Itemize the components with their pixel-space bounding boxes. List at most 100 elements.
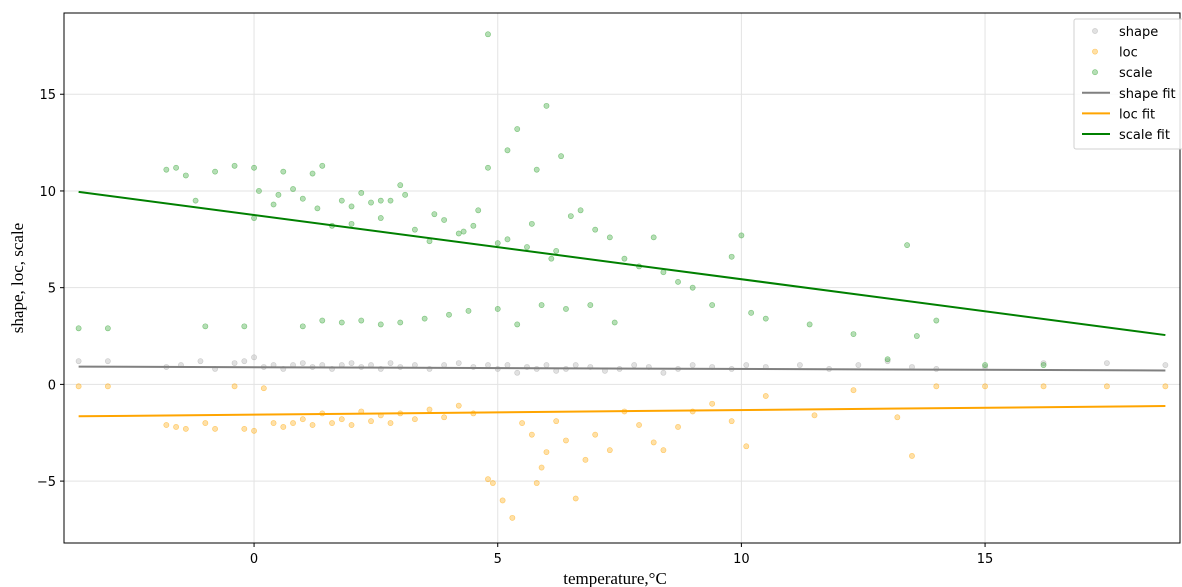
shape-point (855, 362, 862, 368)
scale-point (338, 319, 345, 326)
scale-point (1040, 362, 1047, 368)
scale-point (299, 323, 306, 330)
loc-point (329, 420, 335, 426)
scale-point (192, 197, 199, 204)
loc-point (309, 422, 316, 428)
scale-point (104, 325, 111, 332)
loc-point (411, 416, 418, 423)
scale-fit-line (78, 190, 1166, 337)
scale-point (504, 236, 511, 243)
y-tick-label: 5 (48, 282, 56, 297)
loc-point (675, 424, 681, 430)
scale-point (884, 356, 891, 363)
shape-point (441, 362, 448, 368)
legend-label: shape (1119, 25, 1158, 40)
x-tick-label: 15 (977, 552, 994, 567)
plot-marks (75, 31, 1169, 521)
scale-point (387, 197, 394, 204)
loc-point (533, 480, 540, 486)
scale-point (397, 182, 404, 189)
scale-point (163, 166, 170, 173)
loc-point (850, 387, 857, 394)
scale-point (850, 331, 857, 337)
loc-point (650, 439, 657, 446)
loc-point (163, 422, 170, 428)
loc-point (543, 449, 550, 455)
scale-point (348, 220, 355, 227)
loc-point (933, 383, 940, 390)
loc-point (270, 420, 277, 426)
shape-point (75, 358, 82, 365)
legend-box (1073, 18, 1182, 150)
loc-point (290, 420, 296, 426)
y-tick-label: −5 (37, 475, 56, 490)
scale-point (465, 307, 472, 314)
scale-point (309, 170, 316, 177)
loc-point (709, 400, 716, 407)
scale-point (577, 207, 584, 214)
loc-point (455, 402, 462, 409)
scale-point (348, 203, 355, 210)
loc-point (636, 422, 642, 428)
scale-point (241, 323, 248, 330)
scale-point (748, 309, 755, 316)
scale-point (231, 162, 238, 169)
scale-point (606, 234, 613, 241)
loc-point (1103, 383, 1110, 390)
scale-point (402, 191, 409, 198)
loc-point (441, 414, 448, 421)
scale-point (558, 153, 564, 160)
loc-point (606, 447, 613, 454)
shape-point (631, 362, 638, 368)
legend-label: shape fit (1119, 87, 1176, 102)
scale-point (533, 166, 540, 173)
scale-point (538, 302, 545, 308)
loc-point (489, 480, 496, 486)
scale-point (650, 234, 657, 241)
loc-point (231, 383, 238, 390)
scale-point (319, 162, 326, 169)
shape-point (504, 362, 511, 368)
scale-point (494, 240, 501, 247)
scale-point (567, 213, 574, 220)
shape-point (689, 362, 696, 368)
scale-point (514, 321, 521, 328)
scale-point (299, 195, 306, 202)
loc-point (280, 424, 287, 430)
scale-point (411, 226, 418, 233)
shape-point (543, 362, 550, 368)
loc-point (387, 420, 394, 426)
loc-point (348, 422, 355, 428)
scale-point (528, 220, 535, 227)
loc-point (260, 385, 267, 392)
scale-point (256, 188, 262, 194)
scale-point (933, 317, 940, 324)
legend-label: loc (1119, 46, 1138, 61)
grid (64, 13, 1180, 543)
loc-point (528, 431, 535, 438)
shape-point (660, 369, 667, 376)
scale-point (338, 197, 345, 204)
scale-point (75, 325, 82, 332)
scale-point (475, 207, 482, 214)
y-tick-label: 0 (48, 378, 56, 393)
loc-point (485, 476, 491, 483)
loc-point (509, 514, 516, 521)
scale-point (904, 242, 910, 249)
y-axis-label: shape, loc, scale (8, 223, 27, 333)
scale-point (455, 230, 462, 237)
loc-point (173, 424, 179, 430)
scale-point (182, 172, 189, 179)
shape-point (514, 369, 521, 376)
scale-point (431, 211, 438, 218)
scale-point (368, 199, 374, 206)
scale-point (563, 306, 569, 312)
scale-point (275, 191, 282, 198)
scale-point (421, 315, 428, 322)
shape-point (1162, 362, 1169, 368)
loc-point (582, 456, 589, 463)
scale-point (441, 217, 448, 223)
shape-point (485, 362, 491, 368)
scale-point (709, 302, 716, 308)
